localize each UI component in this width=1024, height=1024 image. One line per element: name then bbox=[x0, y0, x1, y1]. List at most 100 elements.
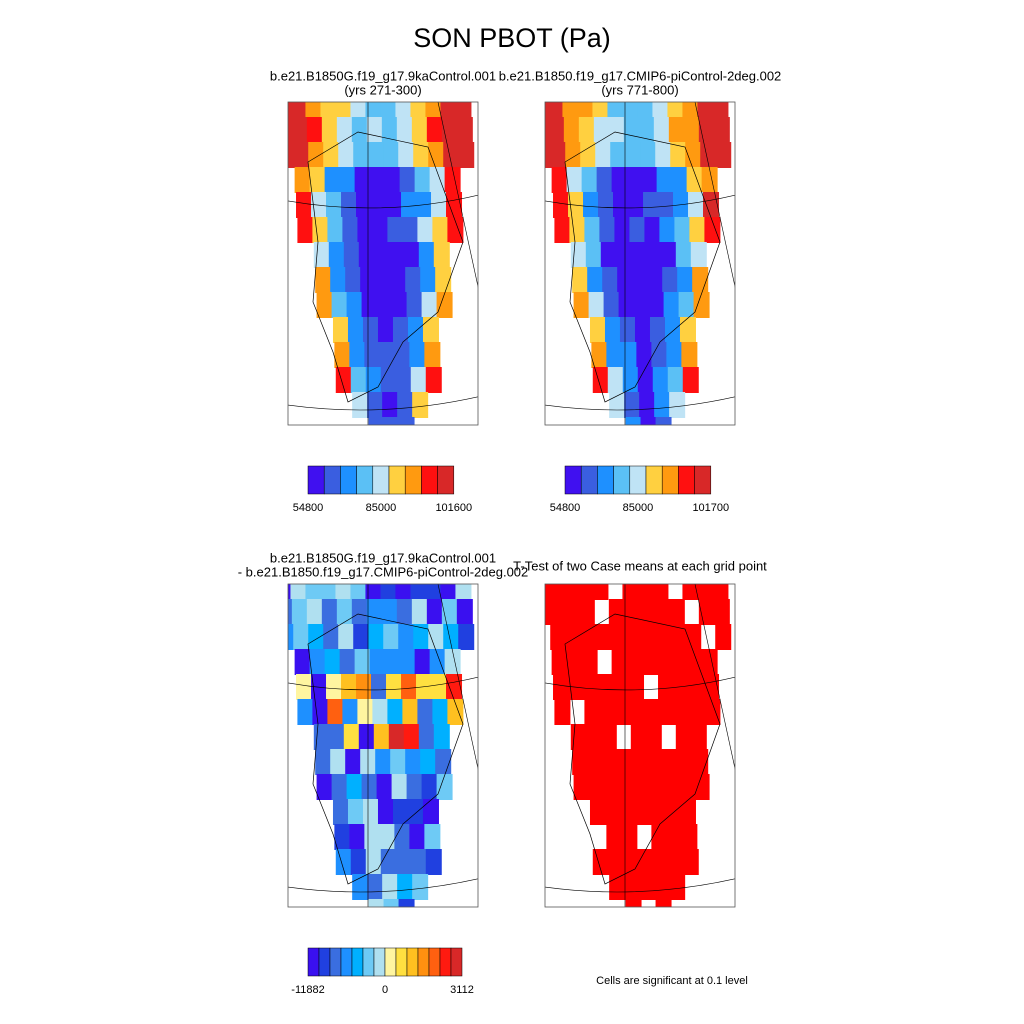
grid-cell bbox=[589, 799, 606, 825]
grid-cell bbox=[641, 167, 658, 193]
grid-cell bbox=[290, 584, 307, 600]
grid-cell bbox=[634, 799, 651, 825]
colorbar-swatch bbox=[564, 465, 582, 495]
grid-cell bbox=[357, 217, 374, 243]
grid-cell bbox=[436, 292, 453, 318]
grid-cell bbox=[334, 824, 351, 850]
map bbox=[288, 584, 478, 907]
grid-cell bbox=[432, 699, 449, 725]
grid-cell bbox=[592, 584, 609, 600]
grid-cell bbox=[350, 102, 367, 118]
grid-cell bbox=[335, 102, 352, 118]
grid-cell bbox=[366, 117, 383, 143]
grid-cell bbox=[563, 117, 580, 143]
grid-cell bbox=[623, 599, 640, 625]
grid-cell bbox=[593, 117, 610, 143]
grid-cell bbox=[701, 167, 718, 193]
grid-cell bbox=[681, 342, 698, 368]
grid-cell bbox=[425, 584, 442, 600]
grid-cell bbox=[655, 624, 672, 650]
grid-cell bbox=[424, 342, 441, 368]
grid-cell bbox=[628, 192, 645, 218]
panel-title: - b.e21.B1850.f19_g17.CMIP6-piControl-2d… bbox=[238, 564, 529, 579]
grid-cell bbox=[361, 774, 378, 800]
grid-cell bbox=[600, 242, 617, 268]
grid-cell bbox=[614, 699, 631, 725]
colorbar-swatch bbox=[372, 465, 390, 495]
grid-cell bbox=[588, 292, 605, 318]
grid-cell bbox=[371, 192, 388, 218]
grid-cell bbox=[421, 774, 438, 800]
grid-cell bbox=[365, 367, 382, 393]
grid-cell bbox=[545, 584, 549, 600]
grid-cell bbox=[630, 242, 647, 268]
grid-cell bbox=[604, 317, 621, 343]
colorbar-swatch bbox=[307, 465, 325, 495]
grid-cell bbox=[331, 774, 348, 800]
grid-cell bbox=[288, 117, 293, 143]
grid-cell bbox=[584, 217, 601, 243]
grid-cell bbox=[394, 824, 411, 850]
grid-cell bbox=[652, 102, 669, 118]
colorbar-swatch bbox=[388, 465, 406, 495]
panel-title: b.e21.B1850.f19_g17.CMIP6-piControl-2deg… bbox=[499, 68, 782, 83]
meridian bbox=[694, 102, 735, 288]
grid-cell bbox=[553, 674, 570, 700]
grid-cell bbox=[678, 292, 695, 318]
grid-cell bbox=[645, 242, 662, 268]
grid-cell bbox=[372, 699, 389, 725]
grid-cell bbox=[414, 649, 431, 675]
grid-cell bbox=[365, 102, 382, 118]
grid-cell bbox=[326, 674, 343, 700]
colorbar-swatch bbox=[307, 947, 320, 977]
grid-cell bbox=[381, 117, 398, 143]
grid-cell bbox=[674, 699, 691, 725]
grid-cell bbox=[290, 102, 307, 118]
colorbar-swatch bbox=[678, 465, 695, 495]
grid-cell bbox=[703, 674, 720, 700]
grid-cell bbox=[403, 724, 420, 750]
grid-cell bbox=[354, 649, 371, 675]
colorbar-swatch bbox=[323, 465, 341, 495]
grid-cell bbox=[365, 849, 382, 875]
grid-cell bbox=[569, 217, 586, 243]
grid-cell bbox=[585, 242, 602, 268]
grid-cell bbox=[308, 142, 325, 168]
grid-cell bbox=[297, 217, 314, 243]
colorbar-swatch bbox=[597, 465, 614, 495]
grid-cell bbox=[401, 192, 418, 218]
grid-cell bbox=[562, 584, 579, 600]
grid-cell bbox=[715, 142, 732, 168]
grid-cell bbox=[447, 699, 464, 725]
grid-cell bbox=[697, 584, 714, 600]
grid-cell bbox=[403, 242, 420, 268]
grid-cell bbox=[643, 192, 660, 218]
grid-cell bbox=[412, 392, 429, 418]
map bbox=[545, 102, 735, 425]
grid-cell bbox=[622, 367, 639, 393]
grid-cell bbox=[565, 624, 582, 650]
grid-cell bbox=[398, 624, 415, 650]
grid-cell bbox=[673, 192, 690, 218]
grid-cell bbox=[577, 584, 594, 600]
grid-cell bbox=[580, 624, 597, 650]
grid-cell bbox=[362, 799, 379, 825]
grid-cell bbox=[349, 342, 366, 368]
grid-cell bbox=[685, 142, 702, 168]
grid-cell bbox=[659, 217, 676, 243]
grid-cell bbox=[353, 624, 370, 650]
grid-cell bbox=[386, 674, 403, 700]
grid-cell bbox=[288, 584, 292, 600]
grid-cell bbox=[323, 142, 340, 168]
grid-cell bbox=[713, 599, 730, 625]
colorbar-swatch bbox=[340, 947, 353, 977]
grid-cell bbox=[701, 649, 718, 675]
grid-cell bbox=[608, 117, 625, 143]
grid-cell bbox=[658, 674, 675, 700]
panel-title: (yrs 271-300) bbox=[344, 82, 421, 97]
grid-cell bbox=[405, 749, 422, 775]
grid-cell bbox=[609, 874, 626, 900]
grid-cell bbox=[554, 699, 571, 725]
grid-cell bbox=[326, 192, 343, 218]
grid-cell bbox=[324, 649, 341, 675]
